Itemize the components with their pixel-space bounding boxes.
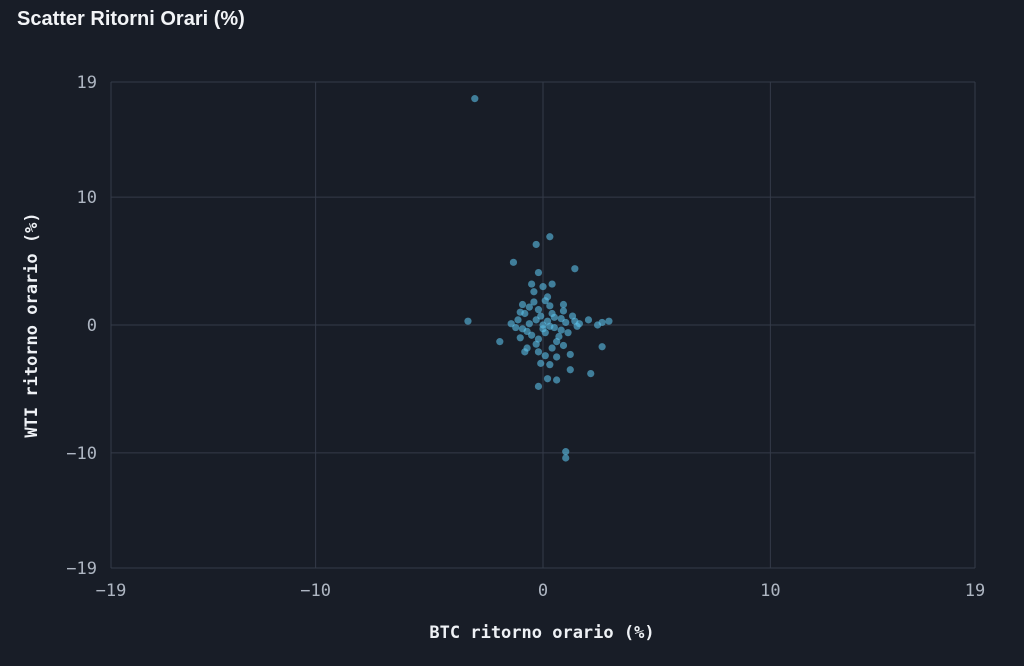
- data-point: [528, 280, 536, 288]
- data-point: [532, 240, 540, 249]
- data-point: [521, 309, 529, 318]
- data-point: [566, 366, 574, 374]
- data-point: [541, 297, 549, 305]
- data-point: [546, 322, 554, 330]
- data-point: [566, 350, 574, 359]
- y-tick-label: −10: [66, 444, 97, 464]
- data-point: [530, 298, 538, 306]
- data-point: [587, 370, 595, 378]
- y-tick-labels: 19 10 0 −10 −19: [66, 73, 97, 579]
- data-point: [553, 338, 561, 346]
- x-tick-label: −10: [300, 581, 331, 601]
- data-point: [559, 307, 568, 315]
- y-axis-title: WTI ritorno orario (%): [22, 212, 42, 437]
- data-point: [557, 326, 565, 334]
- data-point: [550, 313, 558, 321]
- data-point: [534, 268, 543, 277]
- data-point: [559, 300, 568, 309]
- data-point: [553, 376, 561, 384]
- data-point: [530, 288, 538, 296]
- data-point: [537, 359, 545, 367]
- data-point: [546, 302, 554, 310]
- data-point: [539, 283, 547, 291]
- y-tick-label: 0: [87, 316, 97, 336]
- data-point: [514, 316, 522, 324]
- data-point: [523, 327, 531, 335]
- grid-lines: [110, 81, 976, 569]
- data-point: [571, 265, 579, 273]
- data-point: [496, 338, 504, 346]
- data-point: [518, 300, 527, 309]
- data-point: [525, 303, 533, 311]
- data-point: [534, 306, 543, 314]
- y-tick-label: 10: [77, 188, 97, 208]
- data-point: [605, 317, 613, 325]
- data-point: [562, 318, 570, 327]
- data-point: [507, 320, 515, 328]
- data-point: [548, 280, 556, 288]
- data-point: [568, 312, 577, 320]
- data-point: [562, 454, 570, 462]
- x-tick-label: 10: [760, 581, 780, 601]
- data-point: [598, 318, 606, 327]
- data-points: [464, 95, 613, 462]
- data-point: [509, 258, 518, 266]
- data-point: [546, 233, 554, 241]
- data-point: [546, 361, 554, 369]
- data-point: [471, 95, 479, 103]
- x-tick-label: 0: [538, 581, 548, 601]
- data-point: [564, 329, 572, 337]
- data-point: [532, 340, 540, 348]
- data-point: [539, 325, 547, 333]
- data-point: [553, 353, 561, 361]
- data-point: [584, 316, 593, 324]
- y-tick-label: 19: [77, 73, 97, 93]
- data-point: [534, 348, 543, 356]
- data-point: [525, 320, 533, 328]
- chart-title: Scatter Ritorni Orari (%): [17, 8, 245, 30]
- data-point: [562, 448, 570, 456]
- data-point: [548, 344, 556, 352]
- data-point: [541, 352, 549, 360]
- data-point: [534, 382, 543, 390]
- y-tick-label: −19: [66, 559, 97, 579]
- data-point: [537, 312, 545, 320]
- x-tick-label: −19: [96, 581, 127, 601]
- x-tick-label: 19: [965, 581, 985, 601]
- data-point: [516, 334, 524, 342]
- data-point: [598, 343, 606, 351]
- data-point: [464, 317, 472, 325]
- data-point: [559, 341, 568, 350]
- x-tick-labels: −19 −10 0 10 19: [96, 581, 986, 601]
- data-point: [521, 348, 529, 356]
- data-point: [575, 320, 583, 328]
- x-axis-title: BTC ritorno orario (%): [429, 623, 654, 643]
- data-point: [543, 375, 552, 383]
